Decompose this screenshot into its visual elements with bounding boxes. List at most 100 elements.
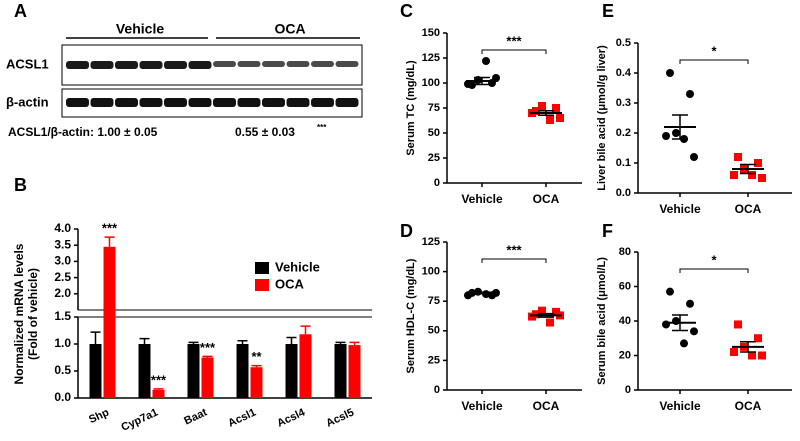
band	[115, 98, 138, 107]
y-tick-label: 100	[422, 77, 440, 89]
y-tick-label: 0.4	[616, 67, 632, 79]
band	[286, 98, 310, 107]
band	[90, 98, 114, 107]
dot	[482, 57, 490, 65]
error-bar	[672, 114, 688, 140]
y-tick-label: 0	[434, 384, 440, 396]
dot	[556, 114, 564, 122]
dot	[754, 159, 762, 167]
panel-label: F	[602, 221, 613, 241]
bar	[201, 357, 214, 398]
dot	[734, 153, 742, 161]
band	[139, 61, 163, 69]
dot	[546, 116, 554, 124]
legend-swatch	[255, 279, 269, 291]
y-tick-label: 125	[422, 52, 440, 64]
dot	[538, 102, 546, 110]
band	[188, 98, 212, 107]
y-tick-label: 0.5	[54, 363, 71, 377]
y-tick-label: 0.3	[616, 97, 631, 109]
y-tick-label: 3.5	[54, 237, 71, 251]
error-bar	[300, 325, 311, 335]
ratio-label: ACSL1/β-actin: 1.00 ± 0.05	[8, 125, 158, 139]
band	[90, 61, 114, 69]
y-tick-label: 0.1	[616, 157, 631, 169]
band	[311, 61, 334, 67]
x-tick-label: Vehicle	[461, 399, 503, 413]
y-axis-label: Serum bile acid (μmol/L)	[596, 257, 608, 385]
panel-label: B	[14, 175, 27, 195]
legend-swatch	[255, 262, 269, 274]
y-axis-label: Serum HDL-C (mg/dL)	[405, 258, 417, 373]
error-bar	[237, 340, 248, 344]
error-bar	[104, 236, 115, 247]
bar	[187, 344, 200, 398]
significance: **	[251, 349, 262, 364]
panel-label: C	[400, 1, 413, 21]
band	[213, 98, 236, 107]
error-bar	[90, 331, 101, 344]
error-bar	[286, 336, 297, 344]
significance: ***	[506, 242, 522, 257]
dot	[680, 339, 688, 348]
band	[262, 61, 285, 67]
error-bar	[153, 388, 164, 390]
bar	[348, 345, 361, 398]
x-tick-label: Vehicle	[461, 192, 503, 206]
legend-label: Vehicle	[275, 259, 320, 274]
x-tick-label: Baat	[182, 406, 209, 427]
dot	[666, 287, 674, 296]
x-tick-label: Vehicle	[659, 399, 701, 413]
y-tick-label: 1.5	[54, 309, 71, 323]
error-bar	[139, 337, 150, 344]
y-tick-label: 125	[422, 236, 440, 248]
panel-label: A	[14, 1, 27, 21]
band	[164, 61, 187, 69]
dot	[690, 153, 698, 161]
y-tick-label: 0.0	[616, 187, 631, 199]
y-tick-label: 3.0	[54, 254, 71, 268]
dot	[758, 351, 766, 360]
y-tick-label: 75	[428, 295, 440, 307]
y-tick-label: 1.0	[54, 336, 71, 350]
bracket	[481, 49, 547, 54]
dot	[754, 334, 762, 343]
y-tick-label: 50	[428, 127, 440, 139]
y-tick-label: 0.2	[616, 127, 631, 139]
x-tick-label: Acsl5	[324, 406, 356, 429]
ratio-label: 0.55 ± 0.03	[235, 125, 295, 139]
dot	[552, 104, 560, 112]
error-bar	[474, 76, 490, 86]
dot	[666, 69, 674, 77]
band	[237, 61, 261, 67]
group-label: OCA	[274, 21, 305, 37]
x-tick-label: Cyp7a1	[119, 406, 160, 433]
y-tick-label: 0.5	[616, 37, 631, 49]
x-tick-label: Shp	[87, 406, 111, 426]
y-tick-label: 2.5	[54, 270, 71, 284]
dot	[730, 171, 738, 179]
band	[115, 61, 138, 69]
dot	[546, 318, 554, 327]
dot	[748, 171, 756, 179]
error-bar	[202, 355, 213, 358]
bar	[138, 344, 151, 398]
y-tick-label: 25	[428, 152, 440, 164]
x-tick-label: OCA	[533, 192, 560, 206]
y-axis-label: Normalized mRNA levels	[12, 243, 26, 384]
panel-label: D	[400, 221, 413, 241]
bar	[152, 389, 165, 398]
y-tick-label: 0.0	[54, 390, 71, 404]
error-bar	[349, 341, 360, 346]
bar	[236, 344, 249, 398]
y-tick-label: 2.0	[54, 286, 71, 300]
x-tick-label: OCA	[735, 399, 762, 413]
group-label: Vehicle	[116, 21, 164, 37]
y-tick-label: 4.0	[54, 221, 71, 235]
row-label: β-actin	[6, 94, 49, 109]
y-tick-label: 60	[619, 280, 631, 292]
band	[164, 98, 187, 107]
significance: *	[711, 43, 717, 58]
